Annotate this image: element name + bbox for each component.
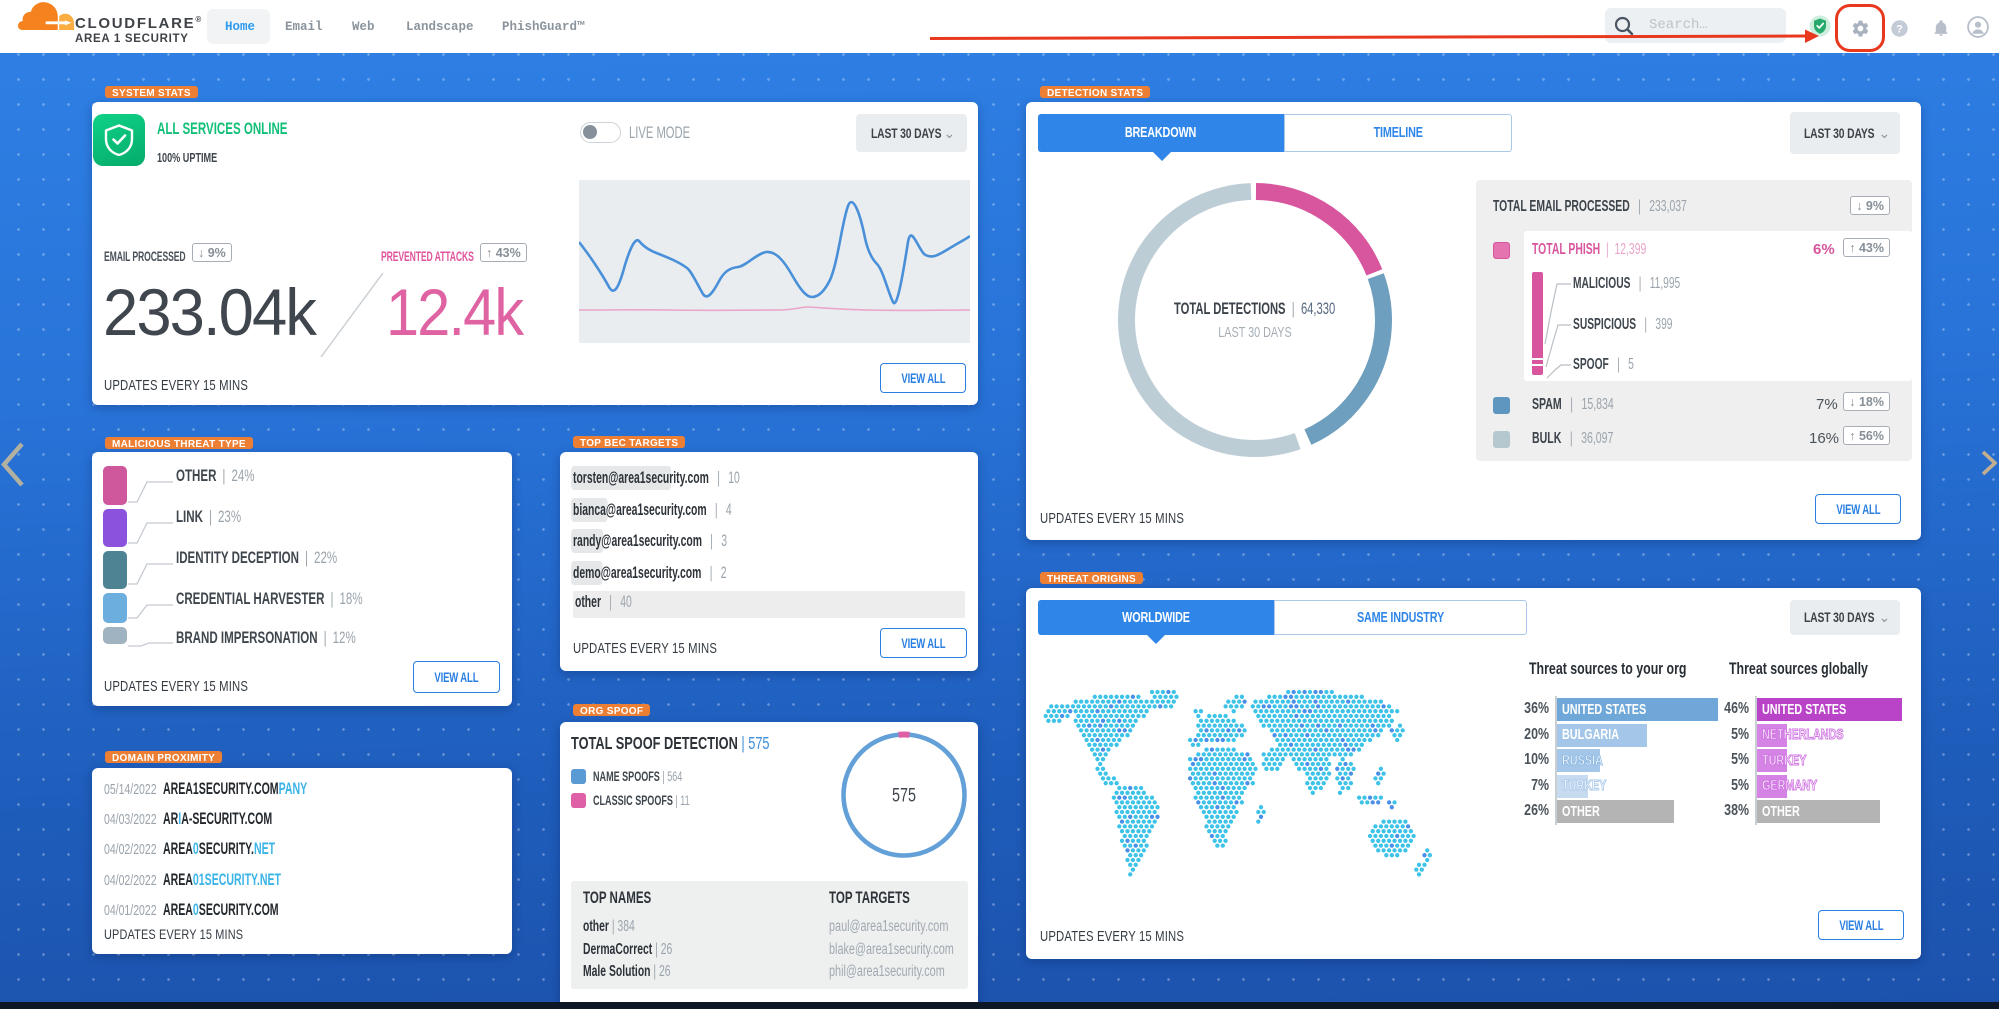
svg-text:?: ? [1896, 24, 1903, 36]
svg-text:575: 575 [892, 786, 916, 807]
